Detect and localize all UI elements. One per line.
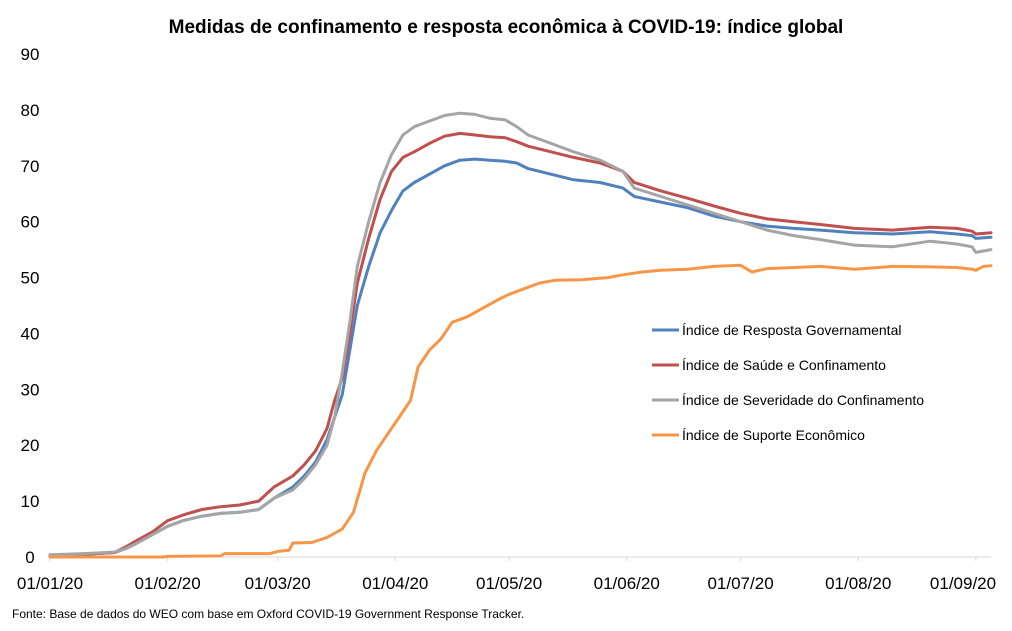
legend-label: Índice de Resposta Governamental	[682, 322, 901, 338]
legend-label: Índice de Suporte Econômico	[682, 427, 865, 443]
x-axis-ticks: 01/01/20 01/02/20 01/03/20 01/04/20 01/05/20…	[17, 557, 996, 593]
chart-title: Medidas de confinamento e resposta econô…	[169, 17, 844, 38]
x-tick-label: 01/05/20	[476, 574, 542, 593]
x-tick-label: 01/02/20	[135, 574, 201, 593]
y-tick-label: 80	[21, 101, 40, 120]
x-tick-label: 01/07/20	[707, 574, 773, 593]
y-axis-ticks: 0 10 20 30 40 50 60 70 80 90	[21, 45, 40, 567]
series-line-2	[48, 131, 993, 557]
x-tick-label: 01/04/20	[362, 574, 428, 593]
y-tick-label: 60	[21, 213, 40, 232]
source-note: Fonte: Base de dados do WEO com base em …	[12, 607, 524, 621]
y-tick-label: 50	[21, 269, 40, 288]
y-tick-label: 10	[21, 492, 40, 511]
y-tick-label: 40	[21, 324, 40, 343]
legend-label: Índice de Saúde e Confinamento	[682, 357, 886, 373]
y-tick-label: 70	[21, 157, 40, 176]
series-line-4	[48, 263, 993, 559]
x-tick-label: 01/08/20	[825, 574, 891, 593]
series-lines	[48, 111, 993, 559]
y-tick-label: 90	[21, 45, 40, 64]
x-tick-label: 01/09/20	[930, 574, 996, 593]
y-tick-label: 20	[21, 436, 40, 455]
y-tick-label: 30	[21, 380, 40, 399]
legend-label: Índice de Severidade do Confinamento	[682, 392, 924, 408]
legend: Índice de Resposta Governamental Índice d…	[652, 322, 924, 443]
series-line-3	[48, 111, 993, 557]
y-tick-label: 0	[25, 548, 34, 567]
x-tick-label: 01/01/20	[17, 574, 83, 593]
x-tick-label: 01/06/20	[594, 574, 660, 593]
x-tick-label: 01/03/20	[245, 574, 311, 593]
